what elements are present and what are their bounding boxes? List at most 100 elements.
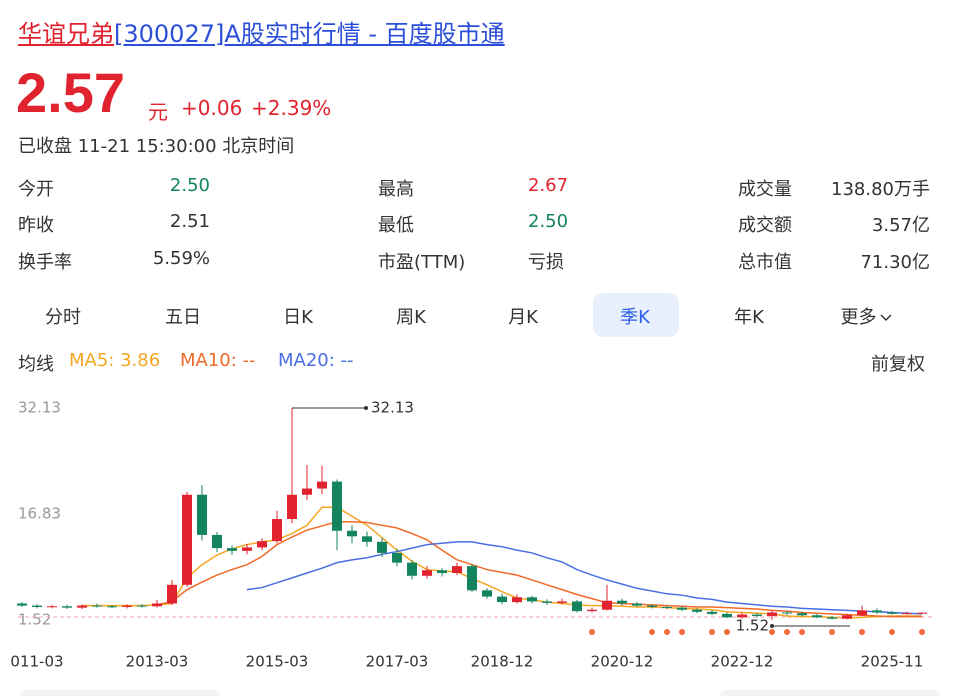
candle-body xyxy=(812,615,822,618)
candle-body xyxy=(332,481,342,531)
adjust[interactable]: 前复权 xyxy=(871,354,925,375)
candle-body xyxy=(197,494,207,535)
event-marker xyxy=(889,629,895,635)
stat-label: 换手率 xyxy=(18,252,72,273)
candle-body xyxy=(107,606,117,608)
candle-body xyxy=(572,601,582,612)
candle-body xyxy=(62,606,72,608)
candle-body xyxy=(497,596,507,603)
candle-body xyxy=(902,613,912,615)
stat-value: 5.59% xyxy=(152,248,210,269)
event-marker xyxy=(649,629,655,635)
candle-body xyxy=(17,603,27,606)
candle-body xyxy=(137,605,147,607)
candle-body xyxy=(422,570,432,576)
candle-body xyxy=(722,613,732,618)
stat-value: 71.30亿 xyxy=(860,252,930,273)
max-label: 32.13 xyxy=(371,398,414,416)
unit: 元 xyxy=(148,100,168,124)
candle-body xyxy=(377,541,387,553)
candle-body xyxy=(872,610,882,613)
change-pct: +2.39% xyxy=(251,96,332,120)
y-tick-label: 16.83 xyxy=(18,504,61,522)
candle-body xyxy=(737,614,747,618)
tab[interactable]: 月K xyxy=(508,307,538,328)
candle-body xyxy=(77,605,87,608)
candle-body xyxy=(347,530,357,537)
tab[interactable]: 分时 xyxy=(45,307,81,328)
stat-label: 最低 xyxy=(378,215,414,236)
y-tick-label: 1.52 xyxy=(18,610,51,628)
tab[interactable]: 更多 xyxy=(821,303,911,329)
stat-label: 总市值 xyxy=(738,252,792,273)
event-marker xyxy=(709,629,715,635)
legend-entry: MA20: -- xyxy=(278,350,354,371)
stat-label: 今开 xyxy=(18,179,54,200)
candle-body xyxy=(257,541,267,548)
candle-body xyxy=(917,612,927,614)
candle-body xyxy=(242,547,252,551)
candle-body xyxy=(647,605,657,607)
stat-value: 2.51 xyxy=(169,211,210,232)
card-edge xyxy=(20,690,220,696)
x-tick-label: 2025-11 xyxy=(861,653,924,671)
candle-body xyxy=(317,481,327,489)
candle-body xyxy=(767,612,777,616)
event-marker xyxy=(769,629,775,635)
tab[interactable]: 周K xyxy=(396,307,426,328)
x-tick-label: 2015-03 xyxy=(246,653,309,671)
event-marker xyxy=(784,629,790,635)
candle-body xyxy=(362,536,372,542)
event-marker xyxy=(829,629,835,635)
candle-body xyxy=(662,606,672,608)
candle-body xyxy=(587,609,597,612)
stock-name[interactable]: 华谊兄弟 xyxy=(18,20,114,48)
tab[interactable]: 季K xyxy=(620,307,650,328)
candle-body xyxy=(287,494,297,519)
candle-body xyxy=(212,534,222,549)
chevron xyxy=(879,314,892,322)
candle-body xyxy=(167,584,177,604)
candle-body xyxy=(122,605,132,607)
x-tick-label: 2013-03 xyxy=(126,653,189,671)
max-dot xyxy=(364,405,368,410)
candle-body xyxy=(752,614,762,616)
tab[interactable]: 五日 xyxy=(165,307,201,328)
event-marker xyxy=(679,629,685,635)
stat-value: 2.67 xyxy=(528,175,569,196)
event-marker xyxy=(859,629,865,635)
status: 已收盘 11-21 15:30:00 北京时间 xyxy=(18,136,295,157)
tab[interactable]: 日K xyxy=(283,307,313,328)
candle-body xyxy=(842,615,852,619)
stat-value: 138.80万手 xyxy=(831,179,930,200)
stat-label: 最高 xyxy=(378,179,414,200)
candle-body xyxy=(302,488,312,495)
candle-body xyxy=(392,552,402,563)
candle-body xyxy=(437,570,447,574)
legend-entry: MA10: -- xyxy=(180,350,256,371)
x-tick-label: 2018-12 xyxy=(471,653,534,671)
ma-line xyxy=(156,521,922,618)
candle-body xyxy=(602,600,612,610)
card-edge xyxy=(720,690,940,696)
candle-body xyxy=(797,613,807,616)
candle-body xyxy=(227,548,237,551)
title-rest[interactable]: [300027]A股实时行情 - 百度股市通 xyxy=(114,20,505,48)
candle-body xyxy=(527,597,537,602)
candle-body xyxy=(32,605,42,607)
min-dot xyxy=(770,623,774,628)
page-title[interactable]: 华谊兄弟[300027]A股实时行情 - 百度股市通 xyxy=(18,14,505,49)
stat-label: 昨收 xyxy=(18,215,54,236)
event-marker xyxy=(799,629,805,635)
candle-body xyxy=(272,519,282,542)
candle-body xyxy=(827,617,837,619)
tab[interactable]: 年K xyxy=(734,307,764,328)
candle-body xyxy=(557,601,567,603)
stat-value: 2.50 xyxy=(528,211,569,232)
candle-body xyxy=(692,609,702,612)
y-tick-label: 32.13 xyxy=(18,398,61,416)
candle-body xyxy=(632,603,642,606)
legend-entry: MA5: 3.86 xyxy=(69,350,161,371)
stat-label: 市盈(TTM) xyxy=(378,252,466,273)
